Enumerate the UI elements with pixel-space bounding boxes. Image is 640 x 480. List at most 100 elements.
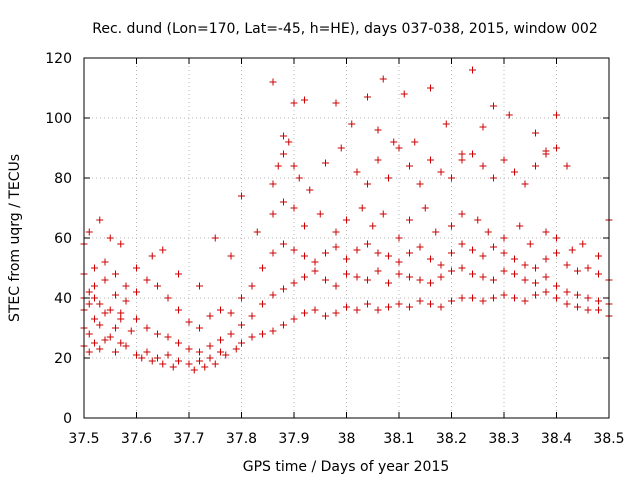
data-point (521, 297, 529, 305)
y-axis-label: STEC from uqrg / TECUs (7, 154, 23, 322)
data-point (280, 285, 287, 293)
data-point (159, 360, 167, 368)
y-tick-label: 0 (63, 411, 72, 427)
x-tick-label: 38 (338, 431, 356, 447)
data-point (490, 102, 497, 110)
data-point (227, 309, 235, 317)
data-point (427, 300, 434, 308)
data-point (390, 138, 398, 146)
data-point (85, 330, 93, 338)
data-point (395, 234, 403, 242)
data-point (91, 294, 98, 302)
data-point (211, 360, 219, 368)
series-2 (80, 264, 613, 356)
data-point (500, 156, 508, 164)
data-point (427, 279, 434, 287)
data-point (337, 144, 345, 152)
data-point (306, 186, 314, 194)
data-point (437, 303, 445, 311)
data-point (290, 204, 298, 212)
x-tick-label: 38.1 (383, 431, 414, 447)
data-point (196, 324, 203, 332)
data-point (395, 258, 403, 266)
data-point (574, 267, 581, 275)
data-point (332, 228, 340, 236)
x-tick-label: 37.7 (173, 431, 204, 447)
data-point (133, 315, 140, 323)
data-point (117, 315, 125, 323)
x-tick-label: 37.8 (226, 431, 257, 447)
data-point (112, 291, 119, 299)
data-point (301, 252, 308, 260)
data-point (96, 345, 104, 353)
data-point (343, 270, 350, 278)
data-point (85, 348, 93, 356)
data-point (474, 216, 482, 224)
data-point (332, 99, 340, 107)
data-point (458, 210, 466, 218)
data-point (574, 303, 581, 311)
data-point (416, 276, 424, 284)
data-point (542, 273, 550, 281)
data-point (484, 228, 492, 236)
data-point (563, 261, 571, 269)
data-point (563, 300, 571, 308)
data-point (332, 309, 340, 317)
series-4 (80, 192, 613, 290)
data-point (516, 222, 524, 230)
data-point (532, 129, 539, 137)
data-point (416, 297, 424, 305)
data-point (568, 246, 576, 254)
data-point (280, 198, 287, 206)
y-tick-label: 40 (54, 291, 72, 307)
data-point (479, 162, 487, 170)
data-point (322, 159, 329, 167)
data-point (437, 168, 445, 176)
data-point (500, 267, 508, 275)
data-point (458, 150, 466, 158)
data-point (490, 294, 497, 302)
data-point (238, 339, 245, 347)
data-point (101, 276, 109, 284)
data-point (458, 240, 466, 248)
data-point (301, 309, 308, 317)
data-point (143, 348, 151, 356)
x-tick-label: 38.2 (436, 431, 467, 447)
series-3 (80, 240, 613, 332)
data-point (395, 270, 403, 278)
data-point (112, 324, 119, 332)
data-point (448, 249, 455, 257)
data-point (595, 252, 602, 260)
data-point (248, 282, 256, 290)
data-point (469, 270, 476, 278)
data-point (101, 336, 109, 344)
data-point (385, 174, 392, 182)
data-point (280, 240, 287, 248)
data-point (206, 354, 214, 362)
data-point (579, 240, 587, 248)
data-point (448, 267, 455, 275)
data-point (316, 210, 324, 218)
data-point (353, 273, 361, 281)
data-point (553, 249, 560, 257)
data-point (122, 342, 130, 350)
data-point (374, 126, 382, 134)
data-point (364, 180, 371, 188)
x-tick-label: 38.3 (488, 431, 519, 447)
data-point (248, 333, 256, 341)
data-point (290, 246, 298, 254)
data-point (175, 339, 182, 347)
data-point (369, 222, 377, 230)
data-points (80, 66, 613, 374)
data-point (91, 315, 98, 323)
data-point (542, 288, 550, 296)
data-point (269, 327, 277, 335)
data-point (154, 282, 161, 290)
data-point (91, 264, 98, 272)
data-point (374, 267, 382, 275)
data-point (206, 342, 214, 350)
data-point (500, 291, 508, 299)
data-point (406, 216, 413, 224)
y-tick-label: 20 (54, 351, 72, 367)
data-point (96, 300, 104, 308)
